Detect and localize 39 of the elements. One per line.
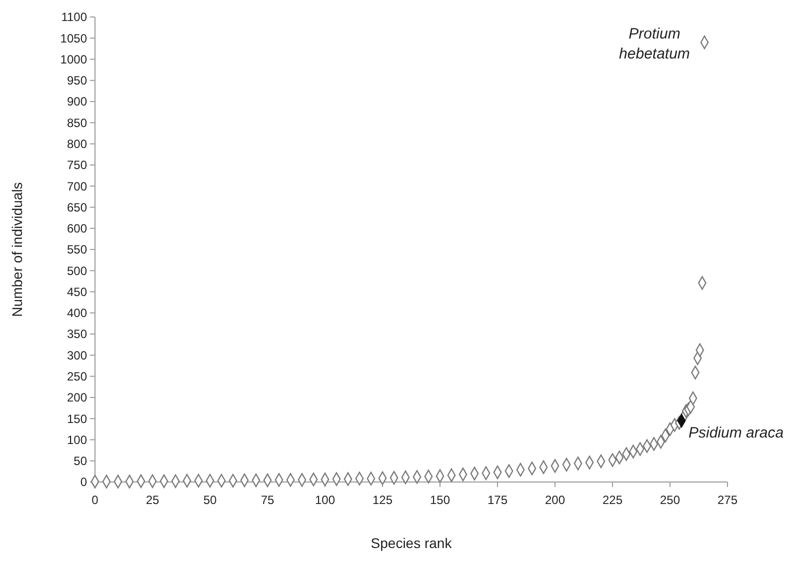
x-tick-label: 225 xyxy=(602,493,623,507)
y-tick-label: 300 xyxy=(66,348,88,362)
y-tick-label: 700 xyxy=(66,179,88,194)
y-tick-label: 1100 xyxy=(61,10,88,24)
x-tick-label: 125 xyxy=(372,493,393,507)
x-tick-label: 25 xyxy=(146,493,160,507)
x-tick-label: 275 xyxy=(717,493,738,507)
x-tick-label: 100 xyxy=(314,493,336,507)
y-tick-label: 900 xyxy=(66,94,88,109)
y-tick-label: 100 xyxy=(66,432,88,447)
y-tick-label: 500 xyxy=(66,264,88,278)
y-tick-label: 450 xyxy=(66,284,88,299)
x-tick-label: 150 xyxy=(430,493,450,507)
y-tick-label: 650 xyxy=(66,200,88,214)
y-tick-label: 850 xyxy=(66,116,88,130)
y-tick-label: 800 xyxy=(66,137,88,152)
annotation: Psidium araca xyxy=(688,424,784,442)
y-axis-title: Number of individuals xyxy=(9,182,25,317)
y-tick-label: 250 xyxy=(66,370,88,384)
y-tick-label: 0 xyxy=(80,475,88,490)
x-tick-label: 175 xyxy=(487,493,508,507)
y-tick-label: 1050 xyxy=(60,31,88,46)
y-tick-label: 1000 xyxy=(60,52,88,66)
x-tick-label: 75 xyxy=(260,493,274,507)
x-tick-label: 50 xyxy=(203,493,217,507)
x-axis-title: Species rank xyxy=(370,535,453,551)
y-tick-label: 950 xyxy=(66,74,88,88)
x-tick-label: 200 xyxy=(544,493,566,507)
y-tick-label: 350 xyxy=(66,327,88,342)
x-tick-label: 0 xyxy=(92,493,99,507)
y-tick-label: 750 xyxy=(66,158,88,172)
y-tick-label: 50 xyxy=(74,454,88,468)
y-tick-label: 200 xyxy=(66,390,88,405)
y-tick-label: 600 xyxy=(66,222,88,236)
y-tick-label: 150 xyxy=(66,412,88,426)
y-tick-label: 550 xyxy=(66,242,88,257)
y-tick-label: 400 xyxy=(66,306,88,320)
x-tick-label: 250 xyxy=(660,493,680,507)
annotation: Protium hebetatum xyxy=(619,25,690,62)
